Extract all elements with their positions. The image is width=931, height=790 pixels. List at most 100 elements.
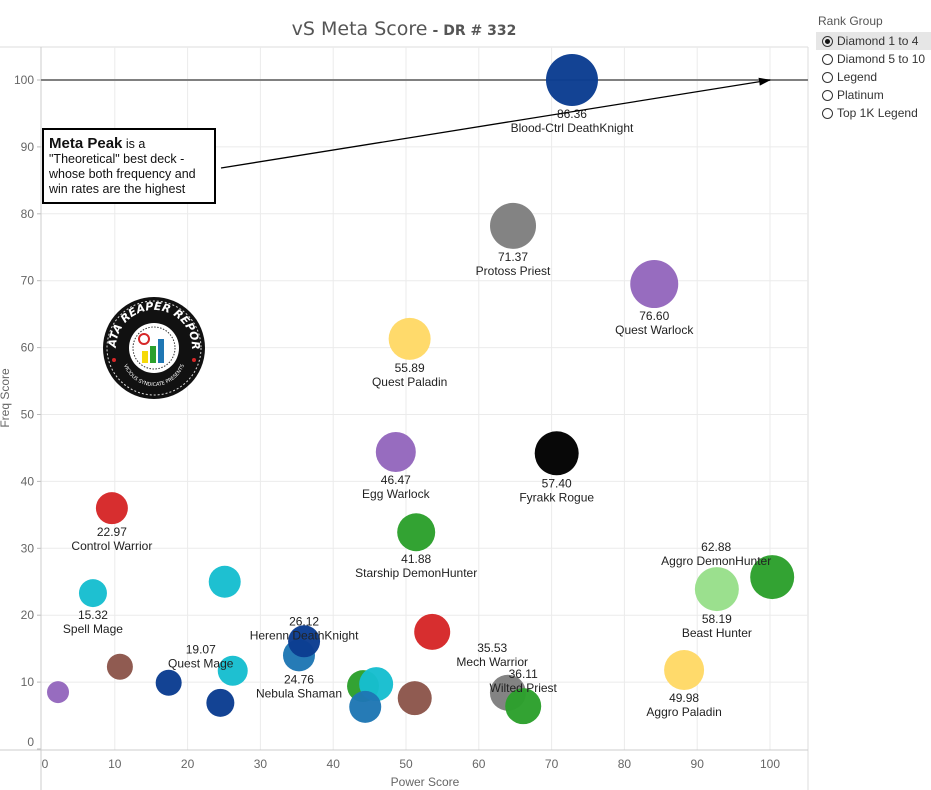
y-tick-label: 80 [21, 207, 35, 221]
filter-option-radio[interactable]: Legend [816, 68, 931, 86]
data-label-score: 55.89 [395, 361, 425, 375]
y-tick-label: 90 [21, 140, 35, 154]
data-label-name: Starship DemonHunter [355, 566, 477, 580]
data-point [397, 513, 436, 552]
data-point [505, 688, 542, 725]
radio-unselected-icon[interactable] [822, 107, 833, 119]
annotation-text: is a "Theoretical" best deck - whose bot… [49, 137, 196, 196]
data-label-score: 76.60 [639, 309, 669, 323]
data-label-name: Fyrakk Rogue [519, 490, 594, 504]
data-label-score: 15.32 [78, 608, 108, 622]
radio-unselected-icon[interactable] [822, 53, 833, 65]
data-label-score: 71.37 [498, 250, 528, 264]
y-tick-label: 50 [21, 408, 35, 422]
x-tick-label: 70 [545, 757, 559, 771]
data-label-name: Protoss Priest [476, 264, 551, 278]
data-label-name: Herenn DeathKnight [250, 628, 359, 642]
data-point [78, 579, 107, 608]
x-tick-label: 80 [618, 757, 632, 771]
meta-peak-annotation: Meta Peak is a "Theoretical" best deck -… [42, 128, 216, 204]
x-tick-label: 60 [472, 757, 486, 771]
data-label-score: 57.40 [542, 476, 572, 490]
filter-option-label: Platinum [837, 88, 884, 102]
data-reaper-report-logo: DATA REAPER REPORT VICIOUS SYNDICATE PRE… [100, 296, 205, 399]
data-label-name: Quest Warlock [615, 323, 694, 337]
chart-title-main: vS Meta Score [291, 18, 428, 40]
data-point [750, 555, 795, 600]
annotation-bold: Meta Peak [49, 135, 123, 152]
data-label-score: 26.12 [289, 614, 319, 628]
filter-option-radio[interactable]: Top 1K Legend [816, 104, 931, 122]
y-tick-label: 0 [27, 735, 34, 749]
data-label-score: 62.88 [701, 540, 731, 554]
x-tick-label: 0 [42, 757, 49, 771]
data-label-name: Quest Mage [168, 657, 234, 671]
data-label-name: Aggro Paladin [646, 705, 721, 719]
filter-option-radio[interactable]: Diamond 5 to 10 [816, 50, 931, 68]
filter-option-label: Diamond 1 to 4 [837, 34, 919, 48]
data-point [206, 688, 235, 717]
data-point [106, 653, 133, 680]
data-label-score: 58.19 [702, 612, 732, 626]
scatter-plot: 0 10 20 30 40 50 60 70 80 90 100 0 10 20 30 40 50 60 70 80 9… [0, 46, 809, 790]
data-label-name: Aggro DemonHunter [661, 554, 771, 568]
data-label-name: Nebula Shaman [256, 686, 342, 700]
data-label-name: Wilted Priest [490, 681, 558, 695]
data-label-score: 19.07 [186, 643, 216, 657]
x-tick-label: 40 [327, 757, 341, 771]
data-point [545, 54, 598, 106]
data-label-name: Quest Paladin [372, 375, 447, 389]
radio-unselected-icon[interactable] [822, 71, 833, 83]
y-axis-title: Freq Score [0, 368, 12, 428]
data-point [349, 690, 382, 723]
chart-title: vS Meta Score - DR # 332 [0, 18, 808, 40]
y-tick-label: 20 [21, 608, 35, 622]
rank-group-filter: Rank Group Diamond 1 to 4 Diamond 5 to 10… [816, 14, 931, 122]
y-tick-label: 30 [21, 541, 35, 555]
filter-options: Diamond 1 to 4 Diamond 5 to 10 Legend Plati… [816, 32, 931, 122]
x-axis-title: Power Score [391, 775, 460, 789]
data-points [47, 54, 795, 725]
data-point [694, 567, 739, 612]
data-point [47, 681, 70, 704]
data-label-name: Egg Warlock [362, 487, 431, 501]
data-label-name: Beast Hunter [682, 626, 752, 640]
radio-unselected-icon[interactable] [822, 89, 833, 101]
y-tick-label: 40 [21, 474, 35, 488]
data-label-score: 35.53 [477, 641, 507, 655]
data-label-name: Mech Warrior [456, 655, 528, 669]
data-point [208, 565, 241, 598]
radio-selected-icon[interactable] [822, 35, 833, 47]
x-tick-label: 20 [181, 757, 195, 771]
data-point [664, 650, 705, 691]
data-point [534, 431, 579, 476]
x-tick-label: 50 [399, 757, 413, 771]
data-point [630, 260, 679, 309]
data-point [397, 681, 432, 716]
filter-option-radio[interactable]: Platinum [816, 86, 931, 104]
chart-title-sub: - DR # 332 [432, 23, 517, 39]
data-label-score: 41.88 [401, 552, 431, 566]
filter-option-label: Top 1K Legend [837, 106, 918, 120]
annotation-arrow [220, 77, 771, 169]
y-tick-label: 60 [21, 341, 35, 355]
data-point [490, 202, 537, 249]
data-point [217, 655, 248, 686]
x-tick-label: 90 [691, 757, 705, 771]
data-label-score: 36.11 [509, 667, 538, 681]
x-tick-label: 100 [760, 757, 780, 771]
y-tick-label: 10 [21, 675, 35, 689]
data-point [375, 431, 416, 472]
data-label-name: Control Warrior [71, 539, 152, 553]
y-tick-label: 100 [14, 73, 34, 87]
data-label-name: Blood-Ctrl DeathKnight [511, 121, 634, 135]
data-point [388, 317, 431, 360]
data-label-name: Spell Mage [63, 622, 123, 636]
filter-option-radio[interactable]: Diamond 1 to 4 [816, 32, 931, 50]
x-tick-label: 10 [108, 757, 122, 771]
filter-option-label: Legend [837, 70, 878, 84]
y-tick-label: 70 [21, 274, 35, 288]
filter-option-label: Diamond 5 to 10 [837, 52, 926, 66]
data-label-score: 46.47 [381, 473, 411, 487]
